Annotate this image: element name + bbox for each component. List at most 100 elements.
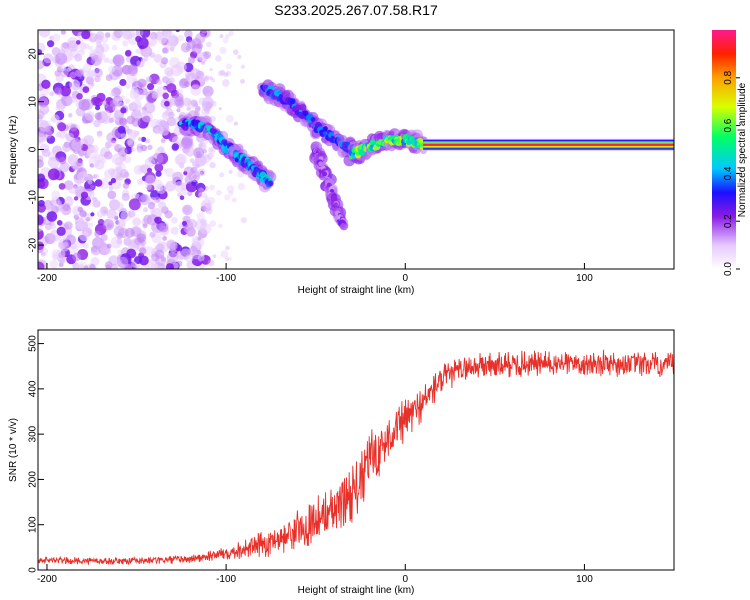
heatmap-noise-cloud <box>204 195 209 200</box>
heatmap-noise-cloud <box>149 231 156 238</box>
heatmap-noise-cloud <box>178 162 185 169</box>
heatmap-noise-cloud <box>175 61 187 73</box>
heatmap-noise-cloud <box>164 66 174 77</box>
heatmap-noise-cloud <box>154 216 162 224</box>
heatmap-noise-cloud <box>62 203 71 212</box>
heatmap-noise-cloud <box>38 133 46 144</box>
heatmap-noise-cloud <box>38 261 45 269</box>
heatmap-noise-cloud <box>52 33 61 42</box>
heatmap-noise-cloud <box>226 185 235 193</box>
heatmap-noise-cloud <box>120 133 127 140</box>
heatmap-noise-cloud <box>192 236 205 249</box>
heatmap-noise-cloud <box>209 184 215 191</box>
heatmap-noise-cloud <box>201 192 207 199</box>
heatmap-noise-cloud <box>224 194 231 201</box>
heatmap-noise-cloud <box>90 257 100 266</box>
heatmap-noise-cloud <box>104 32 111 38</box>
heatmap-noise-cloud <box>141 136 147 142</box>
heatmap-noise-cloud <box>119 117 128 127</box>
heatmap-noise-cloud <box>38 224 43 232</box>
heatmap-noise-cloud <box>72 252 81 262</box>
heatmap-noise-cloud <box>147 83 155 91</box>
snr-frame <box>37 329 675 571</box>
heatmap-descending-ridge-2 <box>324 128 328 132</box>
x-tick-label: 100 <box>576 273 593 284</box>
heatmap-noise-cloud <box>161 47 168 54</box>
heatmap-noise-cloud <box>190 99 198 107</box>
heatmap-noise-cloud <box>201 153 208 160</box>
heatmap-noise-cloud <box>82 86 90 93</box>
heatmap-noise-cloud <box>171 217 178 224</box>
heatmap-noise-cloud <box>198 187 205 194</box>
heatmap-noise-cloud <box>90 212 95 217</box>
heatmap-noise-cloud <box>203 87 210 95</box>
colorbar-tick-label: 0.0 <box>723 262 734 276</box>
heatmap-noise-cloud <box>160 138 166 144</box>
heatmap-noise-cloud <box>90 198 100 208</box>
snr-panel: -200 -100 0 100 0 100 200 300 400 500 Height of … <box>8 329 675 596</box>
heatmap-descending-tail <box>330 188 334 193</box>
heatmap-noise-cloud <box>93 119 101 128</box>
heatmap-noise-cloud <box>102 218 115 231</box>
heatmap-noise-cloud <box>198 192 203 198</box>
heatmap-noise-cloud <box>138 164 147 173</box>
heatmap-noise-cloud <box>201 101 213 112</box>
heatmap-noise-cloud <box>94 159 105 170</box>
heatmap-noise-cloud <box>225 33 230 39</box>
heatmap-noise-cloud <box>139 255 149 266</box>
heatmap-noise-cloud <box>117 218 127 228</box>
colorbar-label: Normalized spectral amplitude <box>737 82 748 217</box>
heatmap-noise-cloud <box>147 218 153 224</box>
heatmap-noise-cloud <box>78 99 90 111</box>
heatmap-noise-cloud <box>209 220 216 227</box>
heatmap-noise-cloud <box>56 220 63 226</box>
heatmap-noise-cloud <box>195 164 200 169</box>
heatmap-noise-cloud <box>39 104 50 115</box>
heatmap-noise-cloud <box>219 69 226 76</box>
heatmap-noise-cloud <box>46 211 58 222</box>
heatmap-noise-cloud <box>118 144 123 149</box>
heatmap-noise-cloud <box>155 126 164 135</box>
heatmap-noise-cloud <box>69 79 81 91</box>
heatmap-noise-cloud <box>120 107 127 114</box>
heatmap-noise-cloud <box>126 115 136 125</box>
heatmap-noise-cloud <box>96 92 106 102</box>
heatmap-noise-cloud <box>163 168 168 173</box>
heatmap-noise-cloud <box>195 219 207 231</box>
heatmap-noise-cloud <box>175 30 180 33</box>
heatmap-noise-cloud <box>47 156 60 169</box>
heatmap-noise-cloud <box>216 189 222 196</box>
heatmap-noise-cloud <box>110 140 118 148</box>
heatmap-noise-cloud <box>212 254 217 258</box>
heatmap-noise-cloud <box>103 57 110 63</box>
heatmap-descending-ridge-1 <box>255 168 259 172</box>
heatmap-noise-cloud <box>180 248 192 260</box>
heatmap-noise-cloud <box>71 139 84 151</box>
heatmap-noise-cloud <box>209 76 214 81</box>
heatmap-noise-cloud <box>170 226 179 235</box>
heatmap-noise-cloud <box>38 173 46 183</box>
heatmap-noise-cloud <box>38 60 45 70</box>
heatmap-noise-cloud <box>58 183 66 190</box>
heatmap-noise-cloud <box>114 202 124 212</box>
heatmap-noise-cloud <box>147 201 156 210</box>
heatmap-noise-cloud <box>55 105 60 111</box>
heatmap-noise-cloud <box>209 147 214 153</box>
heatmap-noise-cloud <box>104 151 113 160</box>
heatmap-noise-cloud <box>111 153 123 165</box>
heatmap-noise-cloud <box>103 103 109 109</box>
heatmap-noise-cloud <box>61 58 67 64</box>
heatmap-noise-cloud <box>136 233 146 243</box>
heatmap-noise-cloud <box>60 85 71 97</box>
heatmap-noise-cloud <box>90 82 95 87</box>
heatmap-noise-cloud <box>112 106 118 112</box>
heatmap-noise-cloud <box>219 172 225 178</box>
heatmap-noise-cloud <box>165 263 174 269</box>
heatmap-noise-cloud <box>82 63 92 73</box>
heatmap-noise-cloud <box>38 199 45 207</box>
heatmap-noise-cloud <box>93 68 103 78</box>
heatmap-noise-cloud <box>38 159 44 168</box>
heatmap-noise-cloud <box>81 211 87 217</box>
heatmap-transition <box>419 143 424 147</box>
heatmap-noise-cloud <box>200 30 208 34</box>
